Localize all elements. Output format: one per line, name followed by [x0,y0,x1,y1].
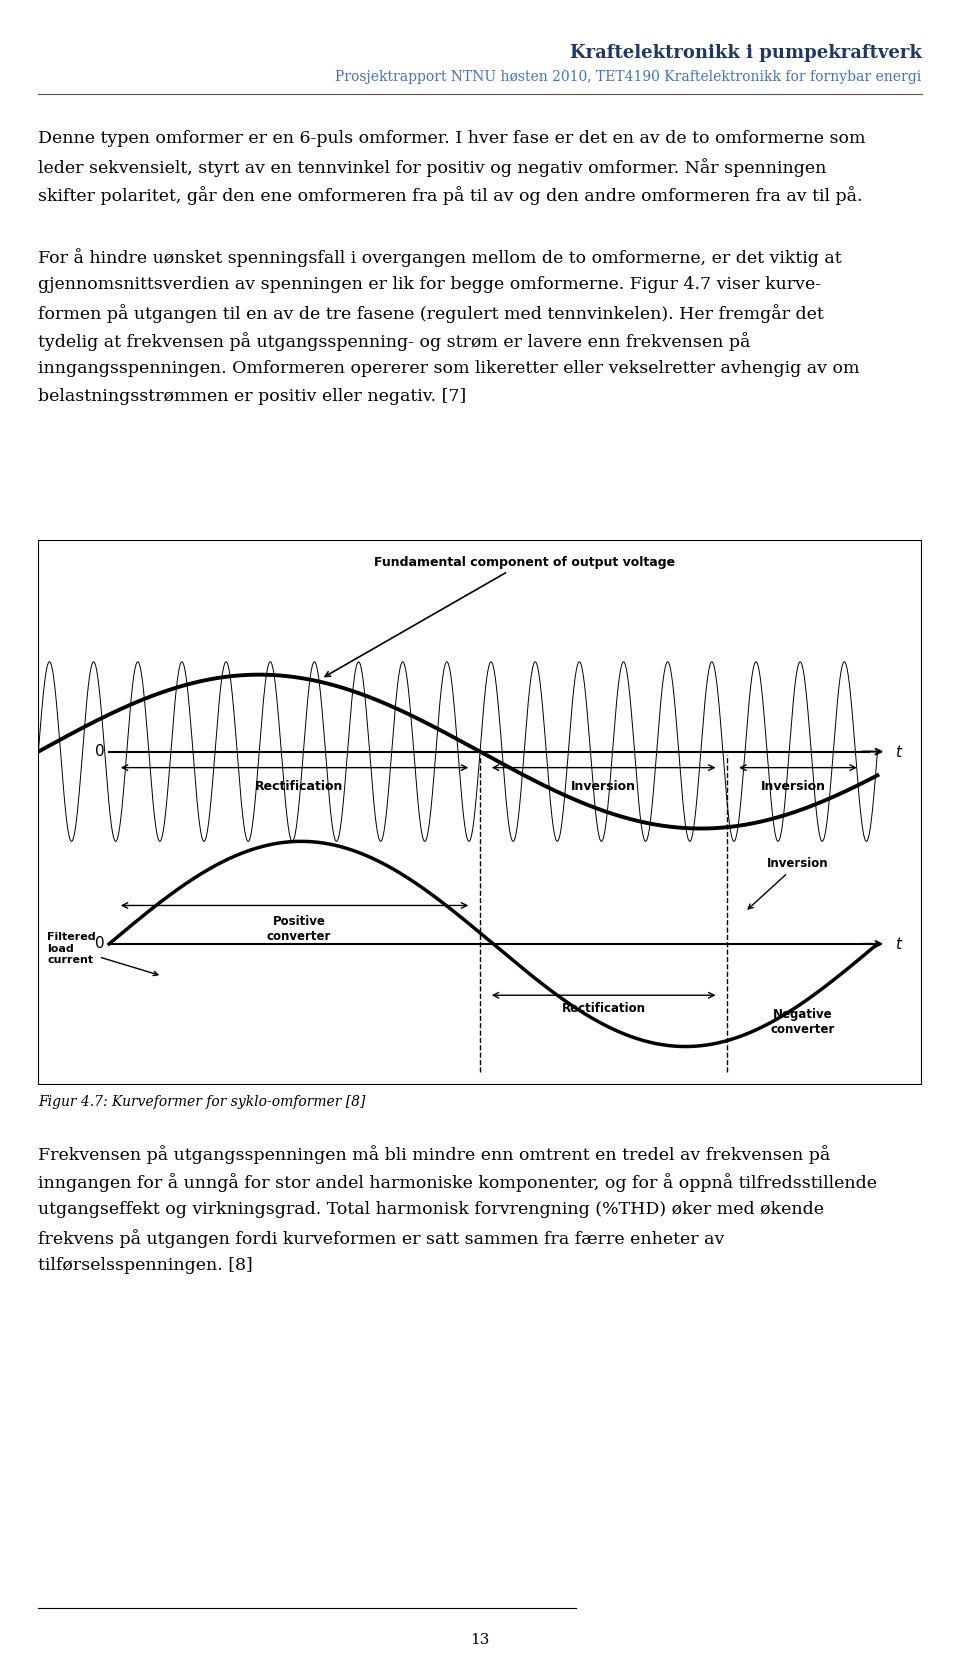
Text: $t$: $t$ [895,936,903,951]
Text: formen på utgangen til en av de tre fasene (regulert med tennvinkelen). Her frem: formen på utgangen til en av de tre fase… [38,303,824,323]
Text: 0: 0 [95,744,105,759]
Text: 13: 13 [470,1633,490,1647]
Text: inngangen for å unngå for stor andel harmoniske komponenter, og for å oppnå tilf: inngangen for å unngå for stor andel har… [38,1172,877,1193]
Text: Rectification: Rectification [562,1002,646,1015]
Text: gjennomsnittsverdien av spenningen er lik for begge omformerne. Figur 4.7 viser : gjennomsnittsverdien av spenningen er li… [38,276,822,293]
Text: Negative
converter: Negative converter [770,1008,834,1037]
Text: Fundamental component of output voltage: Fundamental component of output voltage [325,556,675,677]
Text: Inversion: Inversion [571,781,636,794]
Text: leder sekvensielt, styrt av en tennvinkel for positiv og negativ omformer. Når s: leder sekvensielt, styrt av en tennvinke… [38,157,827,178]
Text: Frekvensen på utgangsspenningen må bli mindre enn omtrent en tredel av frekvense: Frekvensen på utgangsspenningen må bli m… [38,1146,830,1164]
Text: Inversion: Inversion [748,858,828,910]
Text: tydelig at frekvensen på utgangsspenning- og strøm er lavere enn frekvensen på: tydelig at frekvensen på utgangsspenning… [38,332,751,350]
Text: For å hindre uønsket spenningsfall i overgangen mellom de to omformerne, er det : For å hindre uønsket spenningsfall i ove… [38,248,842,266]
Text: Positive
converter: Positive converter [267,915,331,943]
Text: Figur 4.7: Kurveformer for syklo-omformer [8]: Figur 4.7: Kurveformer for syklo-omforme… [38,1095,366,1109]
Text: Kraftelektronikk i pumpekraftverk: Kraftelektronikk i pumpekraftverk [569,44,922,62]
Text: Prosjektrapport NTNU høsten 2010, TET4190 Kraftelektronikk for fornybar energi: Prosjektrapport NTNU høsten 2010, TET419… [335,70,922,84]
Text: utgangseffekt og virkningsgrad. Total harmonisk forvrengning (%THD) øker med øke: utgangseffekt og virkningsgrad. Total ha… [38,1201,825,1218]
Text: inngangsspenningen. Omformeren opererer som likeretter eller vekselretter avheng: inngangsspenningen. Omformeren opererer … [38,360,860,377]
Text: belastningsstrømmen er positiv eller negativ. [7]: belastningsstrømmen er positiv eller neg… [38,387,467,405]
Text: Inversion: Inversion [761,781,826,794]
Text: Denne typen omformer er en 6-puls omformer. I hver fase er det en av de to omfor: Denne typen omformer er en 6-puls omform… [38,131,866,147]
Text: skifter polaritet, går den ene omformeren fra på til av og den andre omformeren : skifter polaritet, går den ene omformere… [38,186,863,204]
Text: frekvens på utgangen fordi kurveformen er satt sammen fra færre enheter av: frekvens på utgangen fordi kurveformen e… [38,1229,725,1248]
Text: Filtered
load
current: Filtered load current [47,931,157,975]
Text: tilførselsspenningen. [8]: tilførselsspenningen. [8] [38,1256,253,1275]
Text: Rectification: Rectification [254,781,343,794]
Text: 0: 0 [95,936,105,951]
Text: $t$: $t$ [895,744,903,759]
